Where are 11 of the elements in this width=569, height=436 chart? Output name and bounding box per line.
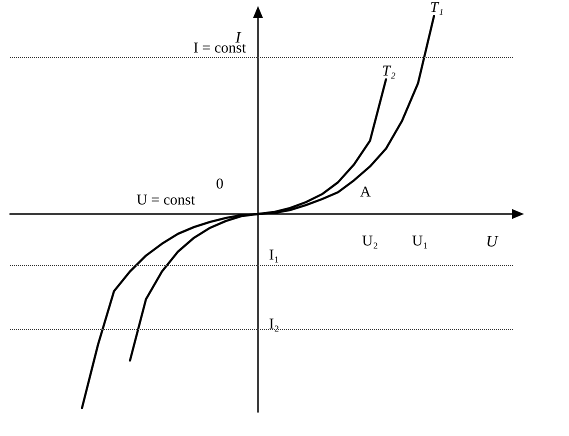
series-label: T₂ [382,63,396,80]
series-label: T₁ [430,0,444,16]
x-axis-title: U [486,234,499,250]
annotation: U = const [136,192,196,208]
y-axis-title: I [234,30,242,46]
annotation: A [360,184,371,200]
annotation: I₂ [269,316,280,332]
annotation: I₁ [269,248,280,264]
annotation: U₁ [412,234,428,250]
annotation: U₂ [362,234,378,250]
annotation: 0 [216,176,224,192]
